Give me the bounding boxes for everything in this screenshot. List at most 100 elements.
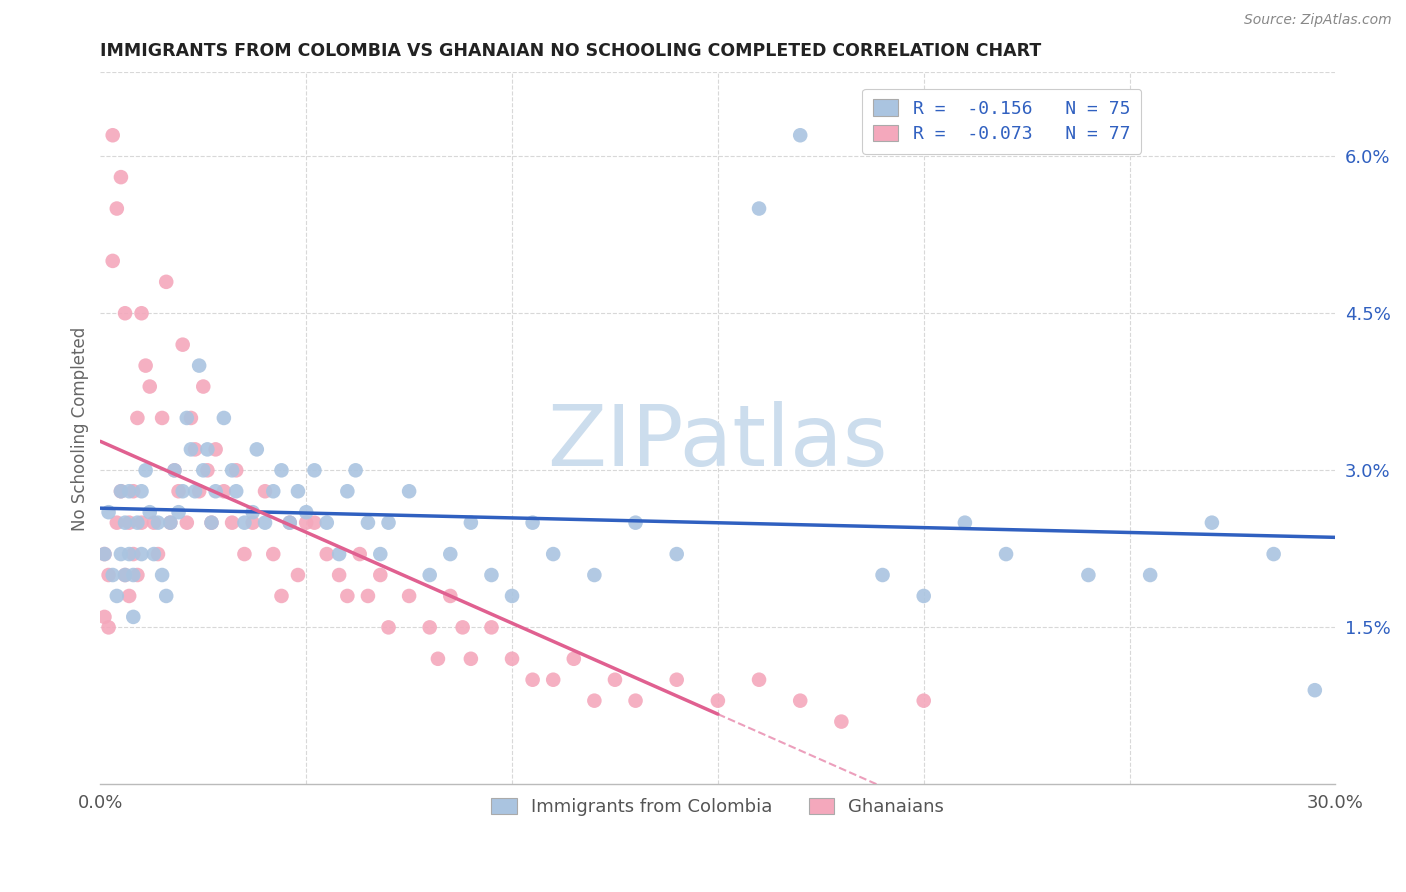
Point [150,568,173,582]
Point [131,484,153,499]
Point [295,505,318,519]
Point [204,442,226,457]
Point [212,411,235,425]
Y-axis label: No Schooling Completed: No Schooling Completed [72,326,89,531]
Point [287,568,309,582]
Point [1303,683,1326,698]
Point [304,516,326,530]
Point [142,516,165,530]
Point [349,547,371,561]
Point [135,359,157,373]
Point [451,620,474,634]
Point [460,652,482,666]
Point [270,589,292,603]
Point [110,484,132,499]
Point [114,516,136,530]
Point [624,693,647,707]
Point [110,484,132,499]
Point [541,547,564,561]
Point [127,411,149,425]
Point [562,652,585,666]
Point [419,620,441,634]
Point [204,484,226,499]
Point [105,589,128,603]
Point [146,516,169,530]
Point [665,547,688,561]
Point [135,463,157,477]
Point [624,516,647,530]
Point [262,484,284,499]
Point [398,589,420,603]
Point [97,568,120,582]
Point [131,516,153,530]
Point [995,547,1018,561]
Point [167,505,190,519]
Point [212,484,235,499]
Point [522,673,544,687]
Point [159,516,181,530]
Point [127,568,149,582]
Point [522,516,544,530]
Point [172,337,194,351]
Point [583,693,606,707]
Point [377,620,399,634]
Point [97,505,120,519]
Point [501,652,523,666]
Point [242,505,264,519]
Point [150,411,173,425]
Point [357,516,380,530]
Text: IMMIGRANTS FROM COLOMBIA VS GHANAIAN NO SCHOOLING COMPLETED CORRELATION CHART: IMMIGRANTS FROM COLOMBIA VS GHANAIAN NO … [100,42,1042,60]
Point [912,589,935,603]
Point [748,202,770,216]
Point [357,589,380,603]
Point [114,568,136,582]
Point [110,170,132,185]
Point [872,568,894,582]
Point [953,516,976,530]
Point [278,516,301,530]
Point [131,306,153,320]
Text: Source: ZipAtlas.com: Source: ZipAtlas.com [1244,13,1392,28]
Point [197,463,219,477]
Point [118,589,141,603]
Point [287,484,309,499]
Point [315,516,337,530]
Point [541,673,564,687]
Point [127,516,149,530]
Point [122,568,145,582]
Point [122,610,145,624]
Point [155,589,177,603]
Point [167,484,190,499]
Point [93,610,115,624]
Point [155,275,177,289]
Point [221,516,243,530]
Point [122,484,145,499]
Point [193,379,215,393]
Point [180,411,202,425]
Point [789,693,811,707]
Point [139,379,162,393]
Point [114,568,136,582]
Point [188,484,211,499]
Point [270,463,292,477]
Point [172,484,194,499]
Point [748,673,770,687]
Point [481,620,503,634]
Point [304,463,326,477]
Point [460,516,482,530]
Point [344,463,367,477]
Point [110,547,132,561]
Point [176,411,198,425]
Point [184,442,207,457]
Point [377,516,399,530]
Point [603,673,626,687]
Point [200,516,222,530]
Point [225,484,247,499]
Point [246,442,269,457]
Point [481,568,503,582]
Point [336,589,359,603]
Point [101,568,124,582]
Point [176,516,198,530]
Point [398,484,420,499]
Point [707,693,730,707]
